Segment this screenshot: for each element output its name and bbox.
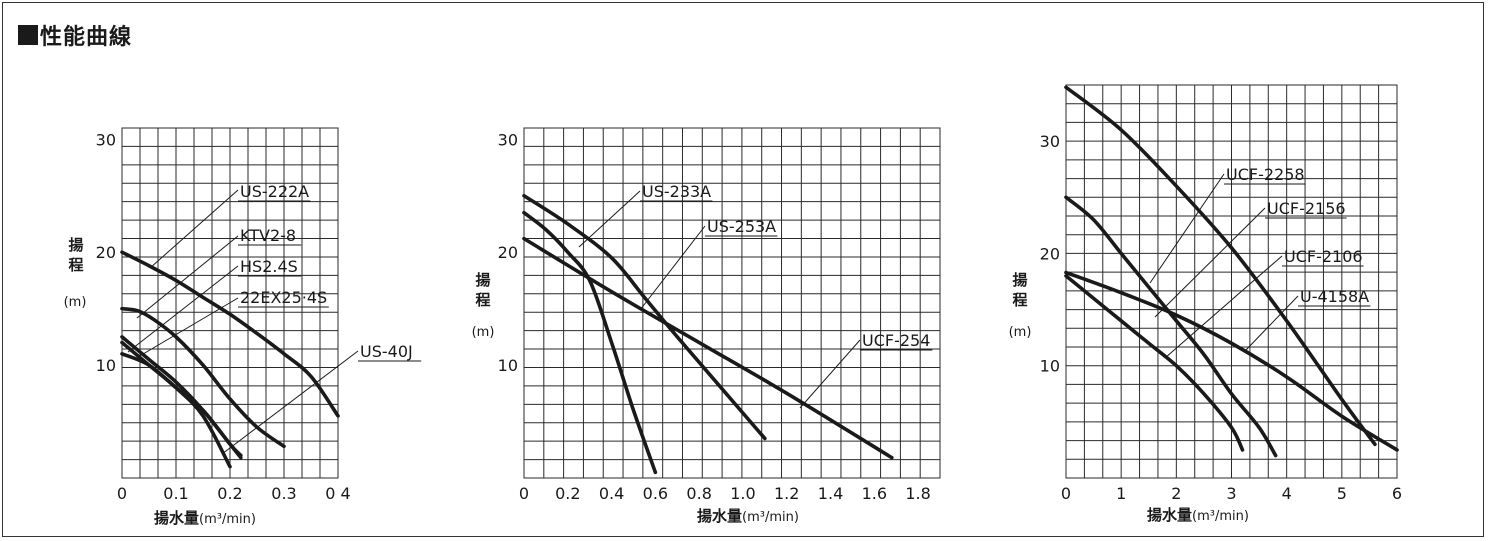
plot-border — [523, 127, 941, 479]
series-line-u-4158a — [1064, 270, 1399, 452]
x-tick-label: 0.8 — [686, 484, 711, 503]
chart-3-group: 0 1 2 3 4 5 6 10 20 30 揚水量(m³/min) 揚程 (m) UCF-2258 UCF… — [1009, 84, 1402, 524]
square-bullet-icon — [18, 25, 38, 45]
x-tick-label: 1.0 — [730, 484, 755, 503]
y-axis-label: 揚 — [1012, 271, 1027, 289]
series-label: KTV2-8 — [240, 226, 296, 245]
series-line-ucf-254 — [522, 236, 894, 460]
x-tick-label: 2 — [1171, 484, 1181, 503]
x-tick-label: 1.6 — [862, 484, 887, 503]
series-leader-line — [149, 189, 239, 269]
y-tick-label: 20 — [96, 243, 116, 262]
chart-2-group: 0 0.2 0.4 0.6 0.8 1.0 1.2 1.4 1.6 1.8 10 20 30 揚水量(m³… — [472, 127, 941, 525]
series-leader-line — [127, 265, 239, 353]
y-tick-label: 30 — [1040, 132, 1060, 151]
series-line-us-222a — [120, 250, 340, 418]
x-axis-label: 揚水量(m³/min) — [154, 509, 256, 527]
series-leader-line — [221, 350, 359, 455]
y-axis-label: 程 — [1012, 291, 1027, 309]
y-axis-label: 程 — [475, 291, 490, 309]
x-tick-label: 0.3 — [271, 484, 296, 503]
series-label: US-253A — [707, 217, 776, 236]
title-text: 性能曲線 — [40, 25, 133, 50]
series-label: UCF-2258 — [1226, 165, 1305, 184]
series-line-ucf-2156 — [1064, 195, 1278, 458]
y-axis-label: 程 — [68, 256, 83, 274]
x-tick-label: 0 — [519, 484, 529, 503]
series-line-ucf-2106 — [1064, 274, 1245, 452]
page-title: 性能曲線 — [18, 19, 132, 51]
x-axis-label: 揚水量(m³/min) — [697, 507, 799, 525]
x-tick-label: 6 — [1392, 484, 1402, 503]
series-line-ucf-2258 — [1064, 85, 1377, 447]
y-axis-label: 揚 — [475, 271, 490, 289]
x-tick-label: 0 4 — [325, 484, 350, 503]
series-label: UCF-2156 — [1267, 199, 1346, 218]
y-axis-unit: (m) — [64, 295, 87, 310]
x-tick-label: 0.1 — [163, 484, 188, 503]
x-tick-label: 0.6 — [643, 484, 668, 503]
y-tick-label: 30 — [96, 130, 116, 149]
series-line-us-40j — [120, 352, 243, 458]
y-tick-label: 10 — [498, 356, 518, 375]
series-label: UCF-254 — [862, 331, 930, 350]
x-tick-label: 0.2 — [217, 484, 242, 503]
x-tick-label: 1.8 — [905, 484, 930, 503]
series-label: US-222A — [240, 182, 309, 201]
y-tick-label: 20 — [1040, 244, 1060, 263]
x-tick-label: 0.4 — [599, 484, 624, 503]
x-tick-label: 1.4 — [818, 484, 843, 503]
x-axis-label: 揚水量(m³/min) — [1147, 506, 1249, 524]
series-line-us-253a — [522, 193, 767, 441]
series-leader-line — [639, 225, 706, 311]
y-tick-label: 10 — [1040, 357, 1060, 376]
x-tick-label: 1.2 — [774, 484, 799, 503]
x-tick-label: 3 — [1226, 484, 1236, 503]
series-label: US-233A — [642, 182, 711, 201]
x-tick-label: 0 — [1061, 484, 1071, 503]
y-axis-label: 揚 — [68, 236, 83, 254]
series-label: HS2.4S — [240, 257, 298, 276]
y-tick-label: 20 — [498, 243, 518, 262]
x-tick-label: 0.2 — [555, 484, 580, 503]
series-label: 22EX25·4S — [240, 288, 327, 307]
series-leader-line — [1164, 255, 1283, 359]
y-axis-unit: (m) — [1009, 325, 1032, 340]
x-tick-label: 5 — [1337, 484, 1347, 503]
series-leader-line — [137, 297, 239, 358]
x-tick-label: 1 — [1116, 484, 1126, 503]
series-leader-line — [136, 235, 239, 319]
y-tick-label: 30 — [498, 130, 518, 149]
y-axis-unit: (m) — [472, 325, 495, 340]
series-line-ktv2-8 — [120, 306, 286, 449]
series-label: US-40J — [360, 342, 413, 361]
series-leader-line — [1149, 173, 1225, 284]
series-leader-line — [1244, 295, 1299, 352]
series-label: UCF-2106 — [1284, 247, 1363, 266]
x-tick-label: 0 — [117, 484, 127, 503]
series-leader-line — [1154, 207, 1266, 318]
chart-1-group: 0 0.1 0.2 0.3 0 4 10 20 30 揚水量(m³/min) 揚程 (m) US-22… — [64, 127, 422, 527]
x-tick-label: 4 — [1282, 484, 1292, 503]
series-leader-line — [799, 339, 861, 409]
y-tick-label: 10 — [96, 356, 116, 375]
series-label: U-4158A — [1300, 287, 1369, 306]
series-line-us-233a — [522, 210, 658, 475]
